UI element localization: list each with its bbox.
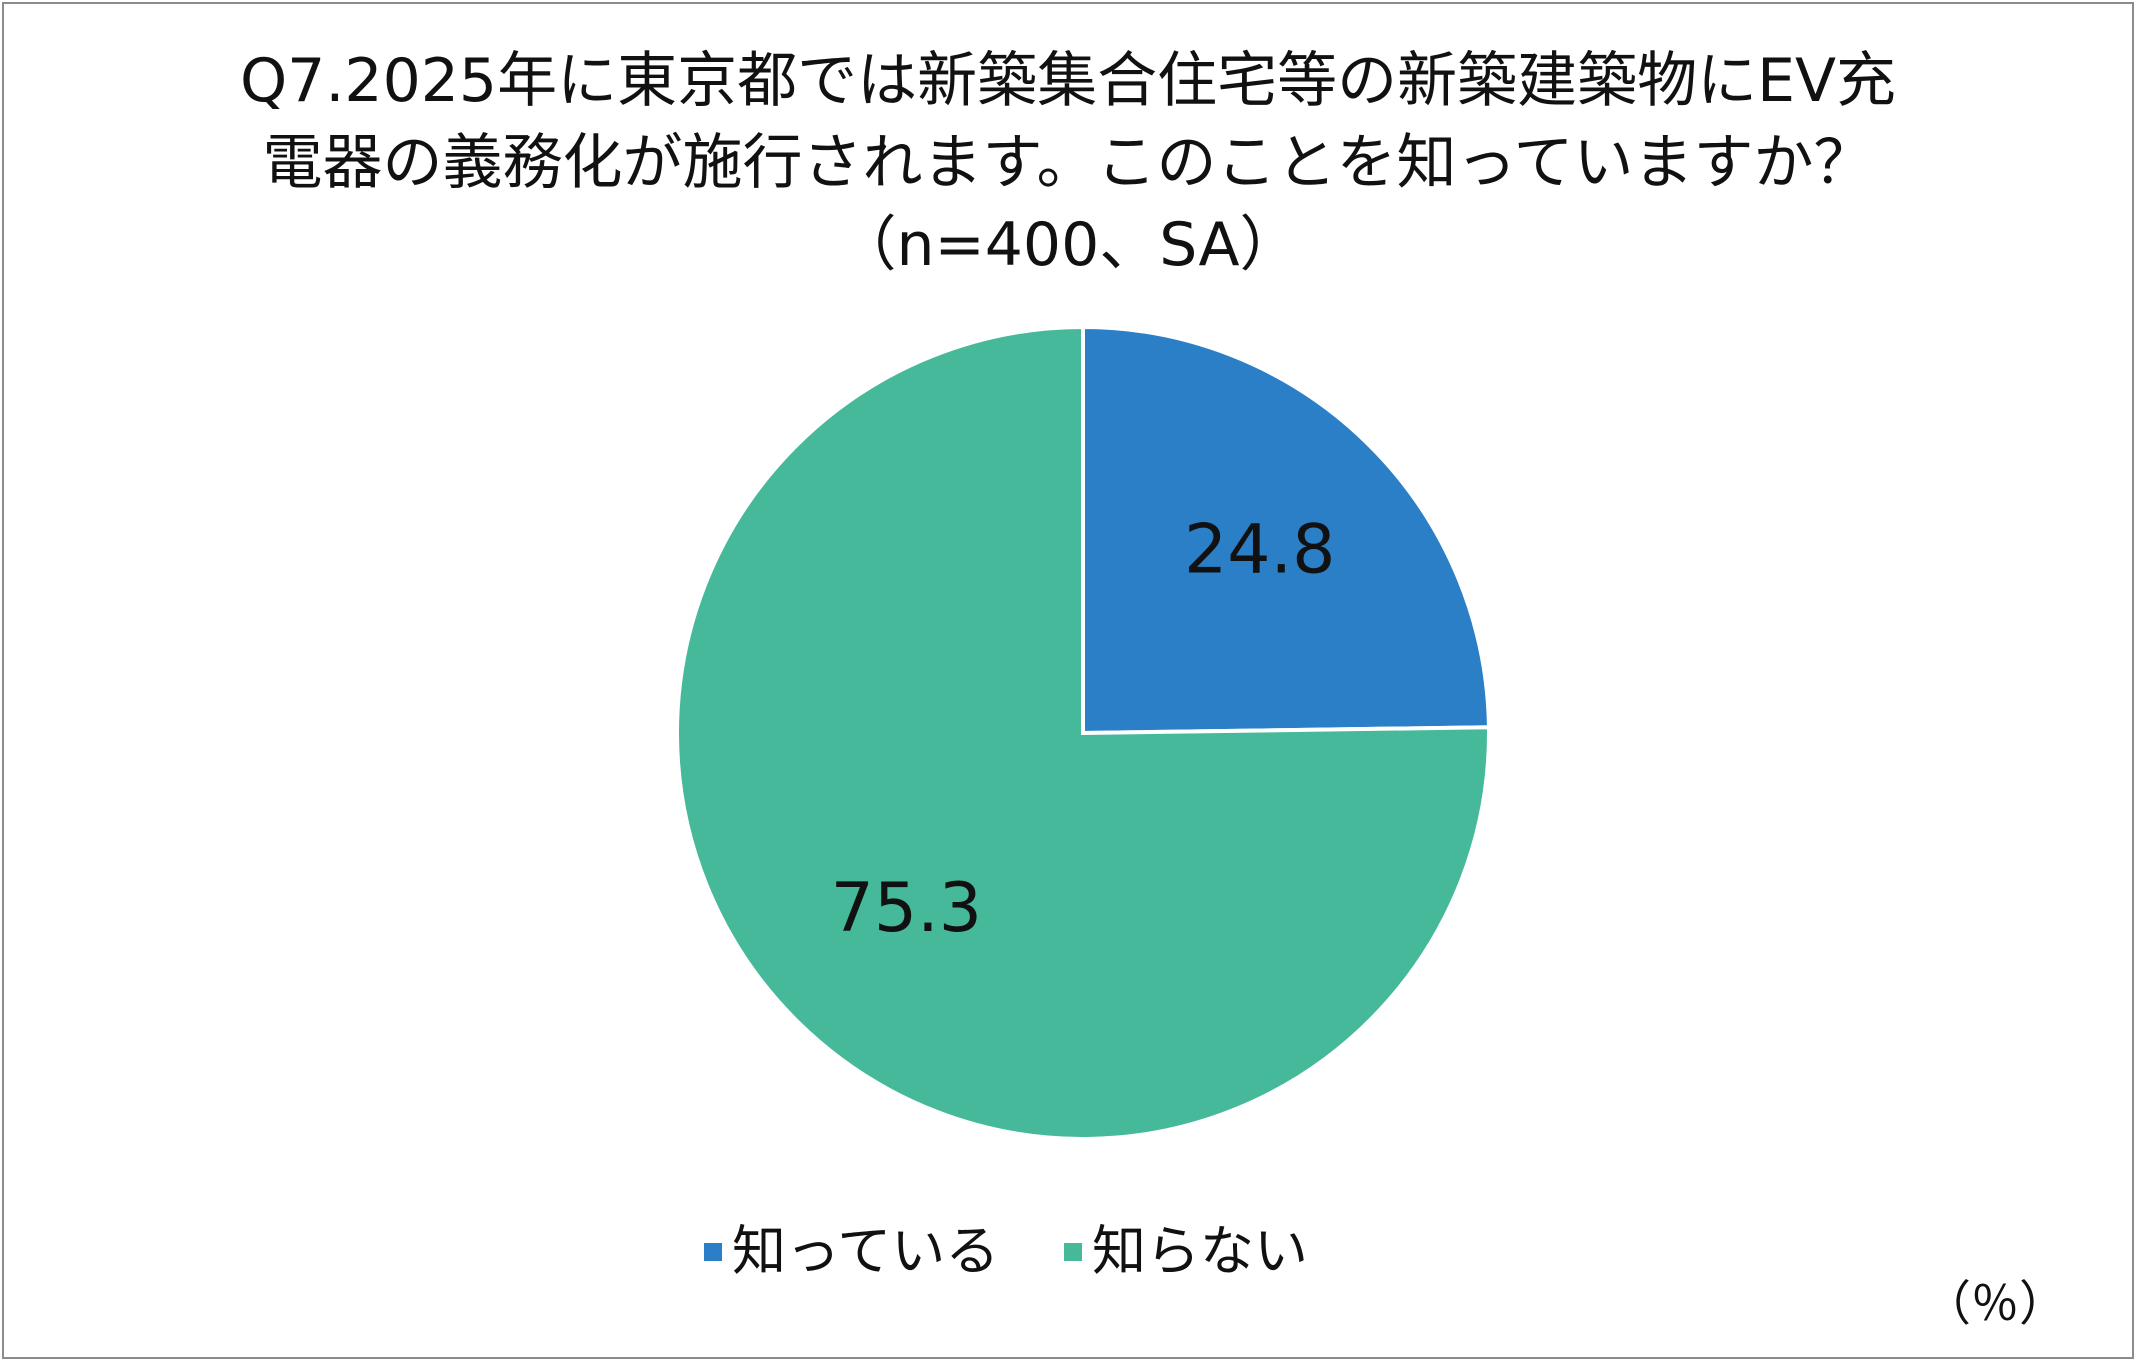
data-label: 75.3	[831, 869, 982, 948]
legend-label: 知らない	[1092, 1220, 1308, 1283]
legend-marker	[704, 1243, 722, 1261]
data-label: 24.8	[1184, 510, 1335, 589]
unit-note: （％）	[1923, 1276, 2067, 1332]
pie-slice	[675, 324, 1491, 1141]
legend-label: 知っている	[732, 1220, 999, 1283]
pie-slice	[1081, 324, 1491, 736]
legend-marker	[1064, 1243, 1082, 1261]
chart-title: Q7.2025年に東京都では新築集合住宅等の新築建築物にEV充電器の義務化が施行…	[239, 46, 1897, 280]
